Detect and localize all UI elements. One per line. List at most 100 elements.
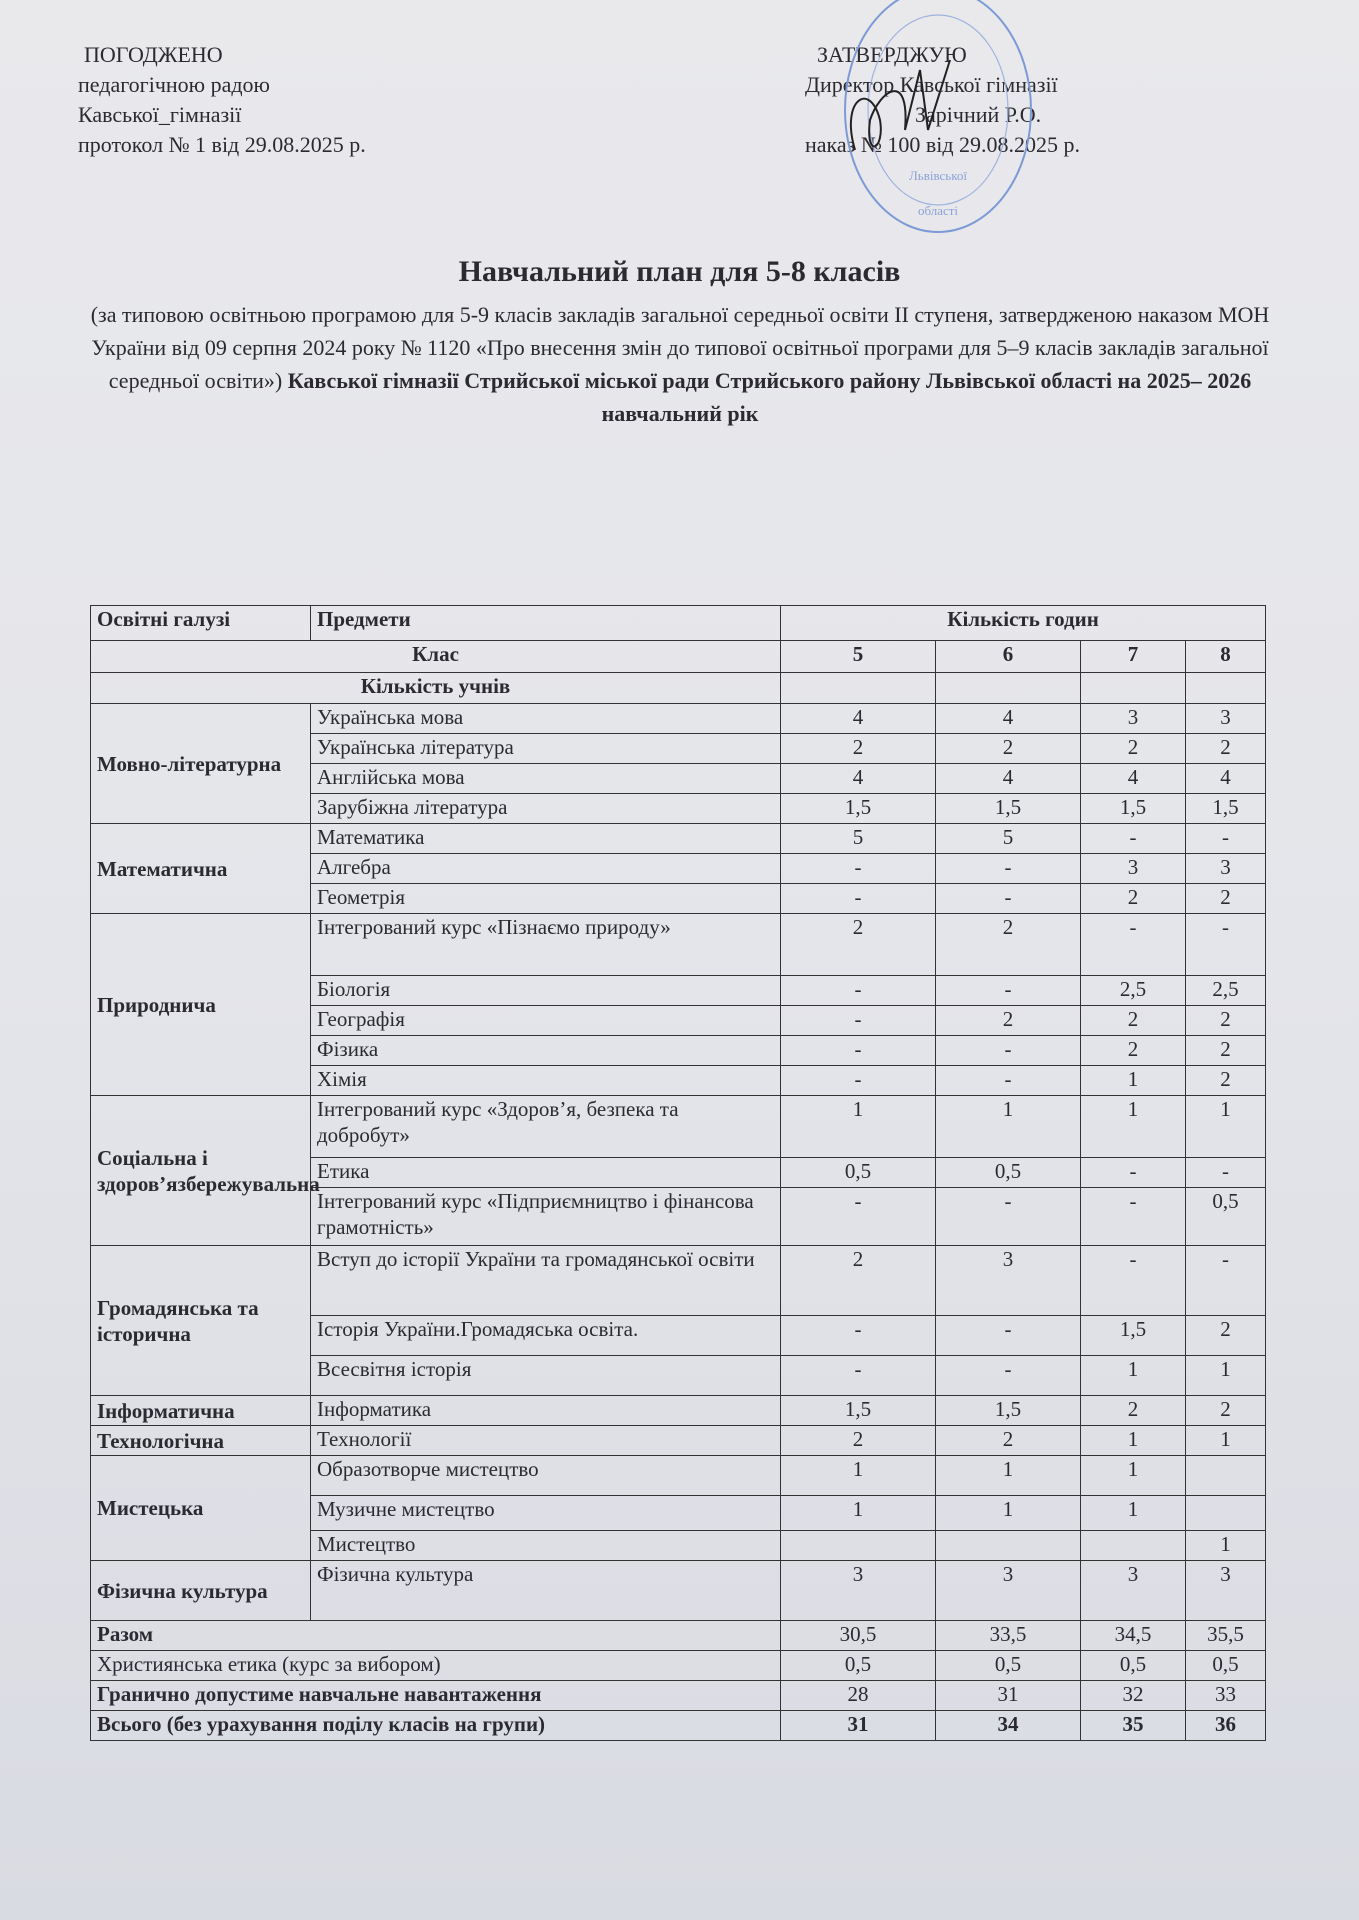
subject-cell: Українська література — [310, 733, 781, 764]
hours-cell: 1 — [935, 1095, 1081, 1158]
students-cell — [1184, 672, 1267, 704]
total-value: 31 — [935, 1680, 1081, 1711]
hours-cell: - — [780, 1035, 936, 1066]
hours-cell: 2 — [1080, 883, 1186, 914]
hours-cell: 1 — [780, 1455, 936, 1496]
hours-cell — [1080, 1530, 1186, 1561]
hours-cell: 3 — [935, 1560, 1081, 1621]
total-value: 35 — [1080, 1710, 1186, 1741]
subtitle: (за типовою освітньою програмою для 5-9 … — [70, 298, 1290, 430]
subject-cell: Інтегрований курс «Здоров’я, безпека та … — [310, 1095, 781, 1158]
total-value: 0,5 — [780, 1650, 936, 1681]
header-subject: Предмети — [310, 605, 781, 641]
hours-cell: 1,5 — [1080, 793, 1186, 824]
area-cell: Соціальна і здоров’язбережувальна — [90, 1095, 320, 1246]
hours-cell: 2 — [1080, 1035, 1186, 1066]
svg-text:Львівської: Львівської — [909, 168, 967, 183]
total-value: 34 — [935, 1710, 1081, 1741]
total-label: Гранично допустиме навчальне навантаженн… — [90, 1680, 781, 1711]
table-row: Українська література 2 2 2 2 — [91, 733, 1267, 764]
table-row: Хімія - -1 2 — [91, 1065, 1267, 1096]
table-row: Біологія - -2,5 2,5 — [91, 975, 1267, 1006]
hours-cell: - — [1184, 1157, 1267, 1188]
subject-cell: Географія — [310, 1005, 781, 1036]
table-row: Фізична культура Фізична культура 3 3 3 3 — [90, 1560, 1267, 1621]
total-value: 32 — [1080, 1680, 1186, 1711]
hours-cell: 2 — [1184, 883, 1267, 914]
students-cell — [935, 672, 1081, 704]
hours-cell: 2,5 — [1184, 975, 1267, 1006]
hours-cell: 1 — [1184, 1530, 1267, 1561]
hours-cell: 0,5 — [1184, 1187, 1267, 1246]
hours-cell: 2 — [1184, 733, 1267, 764]
header-area: Освітні галузі — [90, 605, 311, 641]
subject-cell: Математика — [310, 823, 781, 854]
hours-cell: 1,5 — [1080, 1315, 1186, 1356]
table-row: Технологічна Технології 2 2 1 1 — [90, 1425, 1267, 1456]
hours-cell: - — [780, 1187, 936, 1246]
total-value: 36 — [1184, 1710, 1267, 1741]
hours-cell: - — [780, 975, 936, 1006]
subject-cell: Інформатика — [310, 1395, 781, 1426]
hours-cell — [780, 1530, 936, 1561]
hours-cell: 2 — [1184, 1395, 1267, 1426]
hours-cell: - — [935, 1187, 1081, 1246]
table-row: Всесвітня історія - -1 1 — [91, 1355, 1267, 1396]
hours-cell: - — [935, 1035, 1081, 1066]
subject-cell: Історія України.Громадяська освіта. — [310, 1315, 781, 1356]
hours-cell: 1 — [1080, 1095, 1186, 1158]
hours-cell: - — [1080, 1157, 1186, 1188]
hours-cell: 1,5 — [780, 793, 936, 824]
subject-cell: Українська мова — [310, 703, 781, 734]
subject-cell: Вступ до історії України та громадянсько… — [310, 1245, 781, 1316]
header-students: Кількість учнів — [90, 672, 781, 704]
hours-cell: - — [935, 975, 1081, 1006]
hours-cell: 0,5 — [780, 1157, 936, 1188]
area-cell: Фізична культура — [90, 1560, 311, 1621]
hours-cell: 4 — [780, 703, 936, 734]
hours-cell: - — [935, 853, 1081, 884]
table-row: Громадянська та історична Вступ до історі… — [90, 1245, 1267, 1396]
hours-cell: 2 — [935, 1425, 1081, 1456]
table-row: Мистецтво 1 — [91, 1530, 1267, 1561]
hours-cell: 2 — [1080, 733, 1186, 764]
subject-cell: Англійська мова — [310, 763, 781, 794]
approval-block: ПОГОДЖЕНО педагогічною радою Кавської_гі… — [78, 40, 366, 160]
total-row: Християнська етика (курс за вибором) 0,5 0… — [90, 1650, 1267, 1681]
hours-cell: 1 — [1080, 1495, 1186, 1531]
hours-cell: 2 — [935, 733, 1081, 764]
approved-label: ПОГОДЖЕНО — [84, 42, 223, 67]
subject-cell: Геометрія — [310, 883, 781, 914]
signature — [849, 59, 951, 151]
area-cell: Громадянська та історична — [90, 1245, 311, 1396]
class-5: 5 — [780, 640, 936, 673]
area-cell: Мистецька — [90, 1455, 311, 1561]
subject-cell: Етика — [310, 1157, 781, 1188]
hours-cell: - — [780, 853, 936, 884]
subject-cell: Образотворче мистецтво — [310, 1455, 781, 1496]
hours-cell: 1 — [1080, 1355, 1186, 1396]
stamp-seal: Львівської області — [844, 0, 1032, 233]
hours-cell: 3 — [1184, 1560, 1267, 1621]
subtitle-plain: (за типовою освітньою програмою для 5-9 … — [90, 302, 1270, 393]
total-value: 0,5 — [1080, 1650, 1186, 1681]
hours-cell: - — [780, 1315, 936, 1356]
header-class: Клас — [90, 640, 781, 673]
hours-cell: 2 — [1184, 1315, 1267, 1356]
subject-cell: Інтегрований курс «Підприємництво і фіна… — [310, 1187, 781, 1246]
hours-cell: 2 — [780, 1245, 936, 1316]
hours-cell: 4 — [935, 763, 1081, 794]
hours-cell: 1 — [935, 1495, 1081, 1531]
subject-cell: Музичне мистецтво — [310, 1495, 781, 1531]
subject-cell: Алгебра — [310, 853, 781, 884]
hours-cell: 1 — [1080, 1065, 1186, 1096]
hours-cell: 2 — [780, 1425, 936, 1456]
table-row: Етика 0,5 0,5- - — [91, 1157, 1267, 1188]
hours-cell: 1 — [780, 1095, 936, 1158]
hours-cell: 3 — [935, 1245, 1081, 1316]
table-row: Природнича Інтегрований курс «Пізнаємо пр… — [90, 913, 1267, 1096]
hours-cell: 1 — [1080, 1455, 1186, 1496]
hours-cell: 2 — [1080, 1395, 1186, 1426]
subject-cell: Фізична культура — [310, 1560, 781, 1621]
hours-cell: - — [935, 1315, 1081, 1356]
